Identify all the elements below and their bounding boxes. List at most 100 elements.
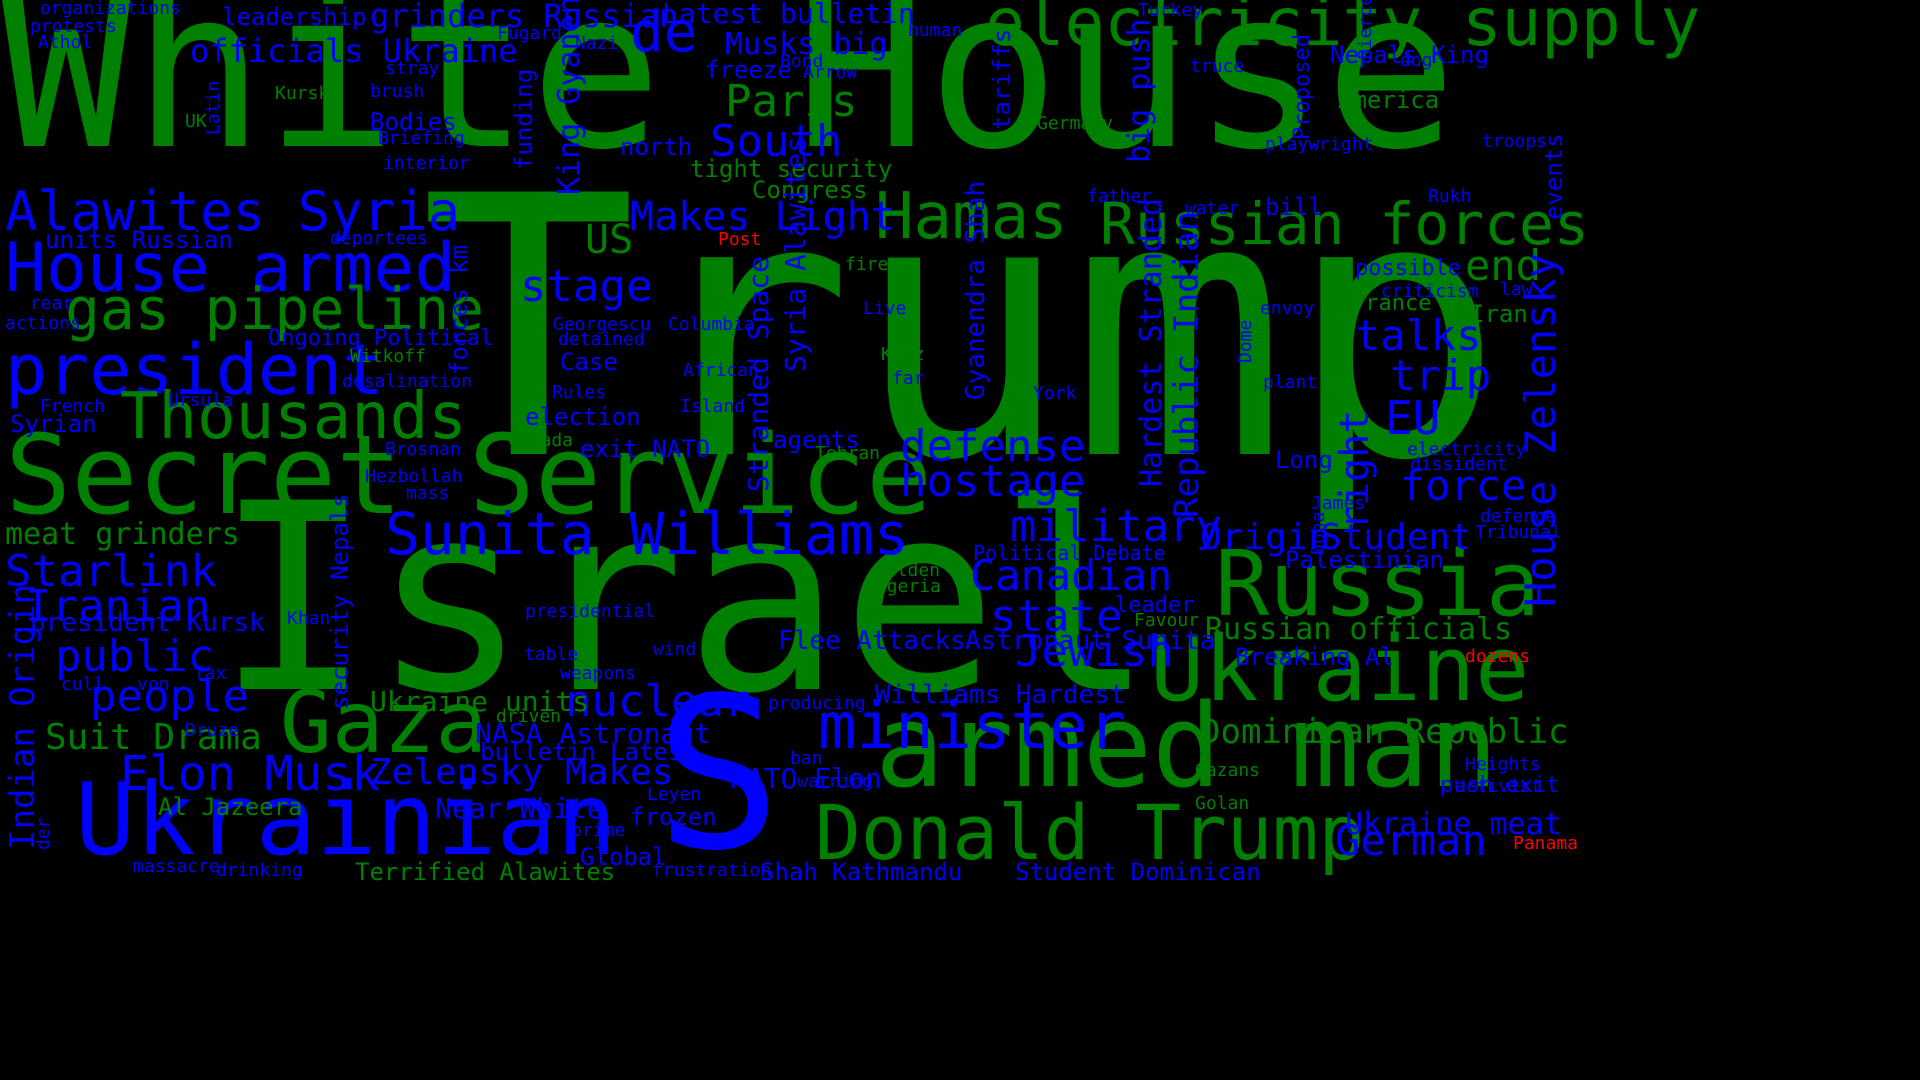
word-york: York [1033, 383, 1077, 404]
word-williams-hardest: Williams Hardest [875, 680, 1126, 710]
word-de: de [630, 0, 698, 65]
word-gyanendra-shah: Gyanendra Shah [961, 180, 991, 400]
word-events: events [1540, 133, 1568, 220]
word-far: far [892, 368, 925, 389]
word-grinders-russian: grinders Russian [370, 0, 679, 35]
word-possible: possible [1355, 256, 1461, 281]
word-proposed: Proposed [1290, 34, 1315, 140]
word-bond: Bond [780, 51, 824, 72]
word-forces-km: forces km [445, 244, 473, 375]
word-rukh: Rukh [1428, 186, 1472, 207]
word-druze: Druze [185, 720, 240, 741]
word-bill: bill [1265, 193, 1323, 221]
word-ongoing-political: Ongoing Political [268, 326, 494, 351]
word-donald-trump: Donald Trump [815, 788, 1365, 877]
word-king-gyanendra: King Gyanendra [552, 0, 587, 195]
word-stranded-space: Stranded Space [742, 255, 775, 492]
word-pierce: Pierce [1355, 0, 1376, 60]
word-ukraine-units: Ukraine units [370, 685, 590, 718]
word-algeria: Algeria [865, 576, 941, 597]
word-gaza: Gaza [280, 673, 488, 773]
word-german: German [1335, 816, 1487, 865]
word-table: table [524, 644, 579, 665]
word-armed-man: armed man [875, 680, 1499, 814]
word-cull: cull [61, 674, 105, 695]
word-russia: Russia [1215, 532, 1541, 637]
word-hardest-stranded: Hardest Stranded [1134, 198, 1169, 487]
word-briefing: Briefing [378, 128, 465, 149]
word-push-exit: push exit [1440, 773, 1560, 798]
word-warning: warning [797, 771, 873, 792]
word-israel: Israel [215, 449, 1155, 751]
word-security-nepals: security Nepals [326, 493, 354, 710]
word-tehran: Tehran [815, 443, 881, 464]
word-khan: Khan [287, 608, 331, 629]
word-frustration: frustration [652, 860, 772, 881]
word-bulletin-latest: bulletin Latest [480, 738, 697, 766]
word-units-russian: units Russian [45, 226, 233, 254]
word-astronaut-sunita: Astronaut Sunita [965, 626, 1216, 656]
word-prime: prime [571, 820, 626, 841]
word-student-dominican: Student Dominican [1015, 858, 1261, 886]
word-talks: talks [1355, 311, 1482, 360]
word-arrow: Arrow [803, 62, 858, 83]
word-dog: dog [1400, 50, 1433, 71]
word-freeze: freeze [705, 56, 792, 84]
word-indian-origin: Indian Origin [3, 583, 43, 850]
word-right: right [1332, 409, 1378, 530]
word-gazans: Gazans [1195, 760, 1261, 781]
word-sunita-williams: Sunita Williams [385, 500, 909, 568]
word-doha: Doha [1308, 511, 1329, 555]
word-latin: Latin [203, 80, 224, 135]
word-frozen: frozen [630, 803, 717, 831]
word-producing: producing [768, 693, 866, 714]
word-alawites-syria: Alawites Syria [5, 180, 461, 243]
word-playwright: playwright [1265, 134, 1374, 155]
word-dissident: dissident [1410, 454, 1508, 475]
word-people: people [90, 671, 249, 722]
word-tariffs: tariffs [988, 28, 1016, 130]
word-witkoff: Witkoff [350, 346, 426, 367]
word-starlink: Starlink [5, 546, 217, 597]
word-defense: defense [900, 421, 1086, 472]
word-rear: rear [30, 293, 74, 314]
word-south: South [710, 116, 843, 167]
word-law: law [1500, 279, 1533, 300]
word-ursula: Ursula [168, 390, 234, 411]
word-officials-ukraine: officials Ukraine [190, 32, 518, 70]
word-driven: driven [496, 706, 562, 727]
word-origin: Origin [1200, 517, 1331, 558]
word-flee-attacks: Flee Attacks [778, 626, 966, 656]
word-organizations: organizations [40, 0, 181, 19]
word-katz: Katz [881, 344, 925, 365]
word-brosnan: Brosnan [385, 439, 461, 460]
word-russian-forces: Russian forces [1100, 190, 1589, 258]
word-stage: stage [520, 261, 653, 312]
word-interior: interior [383, 153, 470, 174]
word-wind: wind [653, 639, 697, 660]
word-gas-pipeline: gas pipeline [65, 275, 485, 343]
word-leyen: Leyen [647, 784, 702, 805]
word-trump: Trump [420, 120, 1504, 539]
word-electricity: electricity [1407, 439, 1527, 460]
word-student: Student [1320, 517, 1472, 558]
word-secret-service: Secret Service [5, 411, 933, 539]
word-mass: mass [406, 483, 450, 504]
word-tight-security: tight security [690, 155, 893, 183]
word-der: der [33, 817, 54, 850]
word-hezbollah: Hezbollah [365, 466, 463, 487]
word-bodies: Bodies [370, 108, 457, 136]
word-water: water [1185, 198, 1240, 219]
word-massacre: massacre [133, 856, 220, 877]
word-state: state [990, 591, 1123, 642]
word-human: human [908, 20, 963, 41]
word-iranian: Iranian [25, 581, 211, 632]
word-paris: Paris [725, 76, 858, 127]
word-end: end [1465, 241, 1541, 290]
word-case: Case [560, 348, 618, 376]
word-north: north [620, 133, 693, 161]
word-france: France [1352, 291, 1432, 316]
word-detained: detained [558, 329, 645, 350]
word-america: America [1338, 86, 1440, 114]
word-deportees: deportees [330, 228, 428, 249]
